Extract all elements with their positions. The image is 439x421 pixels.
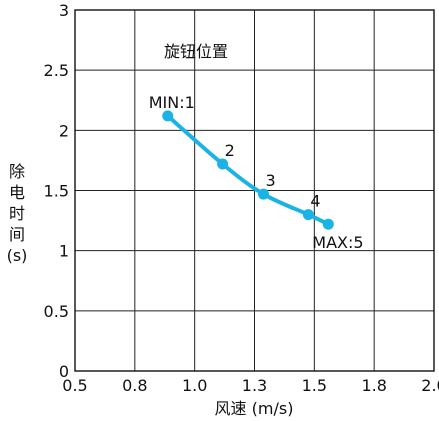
- x-tick-label: 1.3: [242, 376, 267, 395]
- grid: [75, 10, 434, 371]
- knob-position-label: 旋钮位置: [164, 42, 228, 61]
- data-point: [302, 209, 314, 221]
- y-tick-label: 3: [59, 1, 69, 20]
- y-tick-label: 0: [59, 362, 69, 381]
- x-tick-label: 1.8: [361, 376, 386, 395]
- x-tick-label: 2.0: [421, 376, 439, 395]
- data-label: MIN:1: [149, 93, 195, 112]
- data-point: [257, 188, 269, 200]
- y-axis-title: 除 电 时 间 (s): [7, 162, 28, 265]
- axes: 0.50.81.01.31.51.82.000.511.522.53: [44, 1, 439, 395]
- data-point: [162, 110, 174, 122]
- x-tick-label: 0.5: [62, 376, 87, 395]
- x-tick-label: 1.0: [182, 376, 207, 395]
- data-labels: MIN:1 2 3 4 MAX:5: [149, 93, 364, 252]
- y-tick-label: 1: [59, 242, 69, 261]
- series-line: [162, 110, 334, 230]
- plot-border: [74, 9, 435, 372]
- y-axis-title-line-4: 间: [9, 225, 25, 244]
- y-axis-title-line-1: 除: [9, 162, 25, 181]
- x-tick-label: 0.8: [122, 376, 147, 395]
- data-label: 2: [225, 141, 235, 160]
- y-tick-label: 2: [59, 121, 69, 140]
- y-tick-label: 1.5: [44, 182, 69, 201]
- data-label: 4: [310, 192, 320, 211]
- data-label: 3: [265, 171, 275, 190]
- y-axis-title-line-2: 电: [9, 183, 25, 202]
- series-line-path: [165, 113, 331, 227]
- y-tick-label: 0.5: [44, 302, 69, 321]
- x-axis-title: 风速 (m/s): [215, 399, 294, 418]
- data-point: [322, 218, 334, 230]
- y-axis-title-line-3: 时: [9, 204, 25, 223]
- data-label: MAX:5: [312, 233, 363, 252]
- x-tick-label: 1.5: [302, 376, 327, 395]
- data-point: [217, 158, 229, 170]
- y-tick-label: 2.5: [44, 61, 69, 80]
- y-axis-title-line-5: (s): [7, 246, 28, 265]
